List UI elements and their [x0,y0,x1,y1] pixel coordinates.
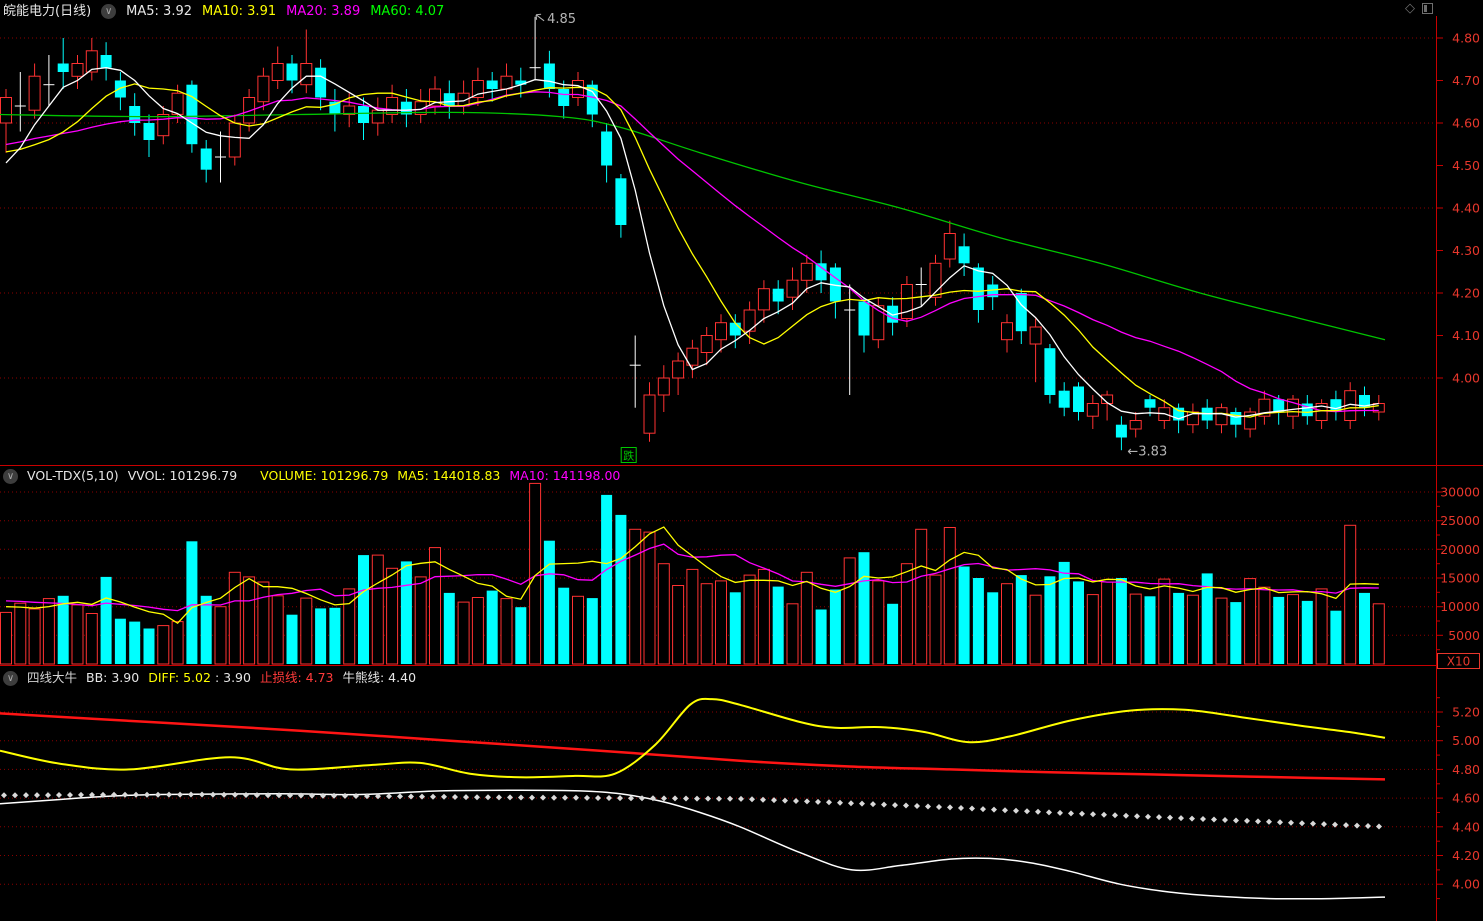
svg-text:4.00: 4.00 [1452,877,1480,892]
volume-value: VOLUME: 101296.79 [260,468,389,484]
svg-text:4.20: 4.20 [1452,286,1480,301]
svg-text:4.40: 4.40 [1452,819,1480,834]
svg-text:4.80: 4.80 [1452,31,1480,46]
svg-text:4.60: 4.60 [1452,791,1480,806]
stoploss-line-value: 止损线: 4.73 [259,670,334,686]
volume-indicator-name: VOL-TDX(5,10) [27,468,119,484]
volume-header: ∨ VOL-TDX(5,10) VVOL: 101296.79 VOLUME: … [3,469,620,484]
svg-text:25000: 25000 [1440,513,1480,528]
svg-text:4.10: 4.10 [1452,328,1480,343]
svg-text:5.20: 5.20 [1452,705,1480,720]
svg-text:4.80: 4.80 [1452,762,1480,777]
svg-text:跌: 跌 [623,449,634,463]
collapse-volume-icon[interactable]: ∨ [3,469,18,484]
stock-title: 皖能电力(日线) [3,4,92,19]
volume-ma10-value: MA10: 141198.00 [509,468,621,484]
kline-ma10-value: MA10: 3.91 [202,4,277,19]
svg-text:4.50: 4.50 [1452,158,1480,173]
svg-text:4.70: 4.70 [1452,73,1480,88]
panel-window-icon[interactable] [1422,3,1433,14]
volume-ma5-value: MA5: 144018.83 [397,468,501,484]
svg-text:5.00: 5.00 [1452,733,1480,748]
svg-text:4.40: 4.40 [1452,201,1480,216]
collapse-kline-icon[interactable]: ∨ [101,4,117,19]
svg-text:4.60: 4.60 [1452,116,1480,131]
svg-text:10000: 10000 [1440,599,1480,614]
svg-text:4.85: 4.85 [547,12,576,27]
bb-value: BB: 3.90 [86,670,140,686]
svg-text:30000: 30000 [1440,485,1480,500]
indicator-name: 四线大牛 [27,670,78,686]
svg-text:4.30: 4.30 [1452,243,1480,258]
svg-text:4.20: 4.20 [1452,848,1480,863]
svg-text:←3.83: ←3.83 [1127,444,1167,459]
kline-ma20-value: MA20: 3.89 [286,4,361,19]
kline-ma60-value: MA60: 4.07 [370,4,445,19]
bullbear-line-value: 牛熊线: 4.40 [342,670,417,686]
indicator-header: ∨ 四线大牛 BB: 3.90 DIFF: 5.02 : 3.90 止损线: 4… [3,671,416,686]
collapse-indicator-icon[interactable]: ∨ [3,671,18,686]
chevron-down-icon: ∨ [104,5,113,17]
diff-value: DIFF: 5.02 [148,670,211,686]
kline-header: 皖能电力(日线) ∨ MA5: 3.92 MA10: 3.91 MA20: 3.… [3,4,444,19]
svg-text:5000: 5000 [1448,628,1480,643]
vvol-value: VVOL: 101296.79 [127,468,238,484]
chevron-down-icon: ∨ [6,470,15,482]
svg-text:4.00: 4.00 [1452,371,1480,386]
kline-ma5-value: MA5: 3.92 [126,4,192,19]
diff-second-value: : 3.90 [214,670,251,686]
svg-text:X10: X10 [1447,655,1471,669]
diamond-icon[interactable]: ◇ [1405,1,1415,16]
svg-text:20000: 20000 [1440,542,1480,557]
svg-text:15000: 15000 [1440,571,1480,586]
window-controls: ◇ [1405,2,1433,15]
chevron-down-icon: ∨ [6,672,15,684]
